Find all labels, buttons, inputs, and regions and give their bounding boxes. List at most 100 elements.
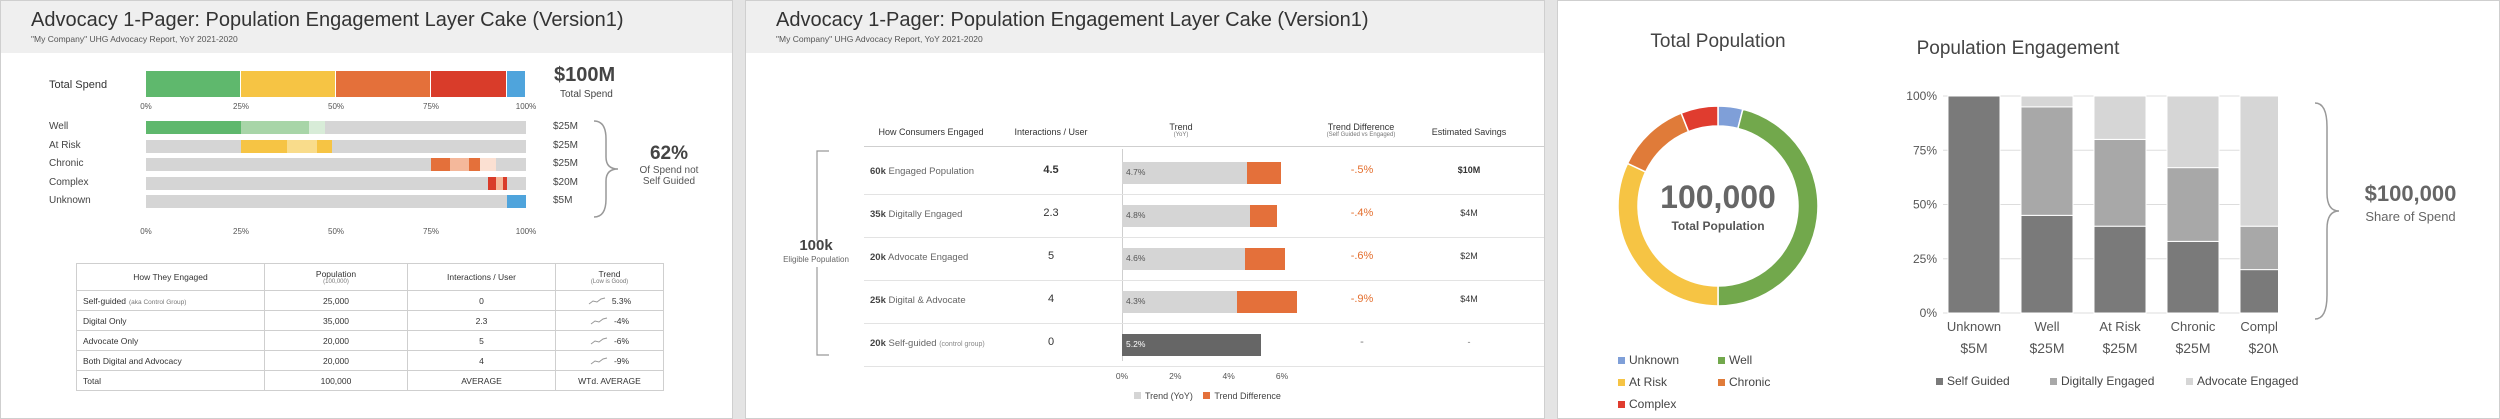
trend-difference-bar xyxy=(1244,248,1285,270)
bar-chronic-advocate-engaged xyxy=(2166,95,2220,169)
row-segment xyxy=(488,176,496,190)
panel1-subtitle: "My Company" UHG Advocacy Report, YoY 20… xyxy=(31,34,238,44)
col-how: How Consumers Engaged xyxy=(878,127,984,137)
cell-population: 100,000 xyxy=(264,370,408,391)
axis-tick: 25% xyxy=(232,102,250,111)
row-label: Engaged Population xyxy=(888,166,975,177)
trend-bar-label: 4.3% xyxy=(1126,296,1146,306)
row-name: 25k Digital & Advocate xyxy=(870,295,966,306)
axis-tick: 0% xyxy=(140,102,152,111)
trend-legend: Trend (YoY) Trend Difference xyxy=(1134,391,1281,401)
total-spend-value: $100M xyxy=(554,64,616,86)
donut-title: Total Population xyxy=(1650,31,1786,52)
total-segment-at-risk xyxy=(241,71,336,97)
bar-well-digitally-engaged xyxy=(2020,106,2074,216)
row-count: 35k xyxy=(870,209,886,220)
callout-line1: Of Spend not xyxy=(639,165,699,176)
col-trend: Trend (YoY) xyxy=(1169,122,1193,138)
cell-how-name: Advocate Only xyxy=(83,335,139,346)
legend-swatch xyxy=(2050,378,2057,385)
axis-tick: 0% xyxy=(140,227,152,236)
cell-trend: 5.3% xyxy=(555,290,664,311)
th-how: How They Engaged xyxy=(76,263,265,291)
row-value: $25M xyxy=(553,139,579,151)
total-segment-complex xyxy=(431,71,507,97)
trend-axis-tick: 2% xyxy=(1169,371,1182,381)
bar-complex-advocate-engaged xyxy=(2239,95,2278,227)
trend-bar: 4.7% xyxy=(1122,162,1248,184)
row-segment xyxy=(480,158,496,171)
trend-bar: 5.2% xyxy=(1122,334,1261,356)
x-category-value: $25M xyxy=(2029,340,2064,356)
bar-at-risk-advocate-engaged xyxy=(2093,95,2147,140)
total-population-donut xyxy=(1617,105,1819,307)
stacked-title: Population Engagement xyxy=(1916,38,2120,59)
stacked-legend-advocate-engaged: Advocate Engaged xyxy=(2186,374,2298,388)
cell-how-name: Self-guided xyxy=(83,295,127,306)
row-segment xyxy=(317,139,333,153)
callout-percent: 62% xyxy=(649,143,689,164)
cell-population: 20,000 xyxy=(264,330,408,351)
legend-swatch xyxy=(1618,401,1625,408)
population-engagement-chart: 0% 25% 50% 75% 100% Unknown $5M Well $25M At Risk… xyxy=(1906,89,2278,356)
total-spend-bar xyxy=(146,71,526,97)
x-category-label: Well xyxy=(2034,319,2059,334)
th-trend: Trend (Low is Good) xyxy=(555,263,664,291)
panel2-title: Advocacy 1-Pager: Population Engagement … xyxy=(776,9,1369,31)
panel1-title: Advocacy 1-Pager: Population Engagement … xyxy=(31,9,624,31)
donut-legend-well: Well xyxy=(1718,353,1752,367)
trend-sparkline-icon xyxy=(588,297,605,305)
bar-chronic-digitally-engaged xyxy=(2166,167,2220,242)
table-row: Digital Only 35,000 2.3 -4% xyxy=(76,310,664,331)
legend-text: Complex xyxy=(1629,397,1677,411)
share-brace xyxy=(2314,102,2340,320)
bar-complex-self-guided xyxy=(2239,269,2278,314)
y-tick: 25% xyxy=(1913,252,1937,266)
legend-swatch xyxy=(1618,379,1625,386)
row-value: $20M xyxy=(553,176,579,188)
row-value: $25M xyxy=(553,121,579,132)
legend-swatch xyxy=(1718,357,1725,364)
axis-tick: 75% xyxy=(422,102,440,111)
table-row: Both Digital and Advocacy 20,000 4 -9% xyxy=(76,350,664,371)
row-segment xyxy=(469,158,481,171)
cell-population: 35,000 xyxy=(264,310,408,331)
cell-how: Both Digital and Advocacy xyxy=(76,350,265,371)
legend-text: Chronic xyxy=(1729,375,1771,389)
engagement-row: 20k Advocate Engaged 5 4.6% -.6% $2M xyxy=(864,237,1544,281)
row-segment xyxy=(241,121,310,134)
row-value: $5M xyxy=(553,195,573,206)
y-tick: 50% xyxy=(1913,198,1937,212)
total-segment-well xyxy=(146,71,241,97)
legend-text: Unknown xyxy=(1629,353,1680,367)
x-category-value: $20M xyxy=(2248,340,2278,356)
cell-interactions: 4 xyxy=(407,350,556,371)
cell-trend: -6% xyxy=(555,330,664,351)
row-segment xyxy=(503,176,507,190)
cell-trend: -9% xyxy=(555,350,664,371)
row-savings: - xyxy=(1467,337,1471,347)
row-value: $25M xyxy=(553,158,579,169)
axis-tick: 50% xyxy=(327,227,345,236)
row-trend-difference: -.5% xyxy=(1350,164,1374,176)
row-name: 20k Advocate Engaged xyxy=(870,252,968,263)
header-divider xyxy=(864,146,1544,147)
row-note: (control group) xyxy=(939,341,985,348)
row-label: Digital & Advocate xyxy=(888,295,966,306)
row-segment xyxy=(309,121,325,134)
trend-sparkline-icon xyxy=(590,337,608,345)
row-label: Self-guided xyxy=(888,338,937,349)
row-segment xyxy=(286,139,317,153)
row-savings: $4M xyxy=(1460,208,1478,218)
legend-text: Digitally Engaged xyxy=(2061,374,2155,388)
table-row: Self-guided (aka Control Group) 25,000 0 5.3… xyxy=(76,290,664,311)
trend-axis-tick: 0% xyxy=(1115,371,1129,381)
x-category-label: Chronic xyxy=(2171,319,2216,334)
row-segment xyxy=(431,158,450,171)
bar-unknown-self-guided xyxy=(1947,95,2001,314)
legend-text: Advocate Engaged xyxy=(2197,374,2299,388)
bar-at-risk-digitally-engaged xyxy=(2093,138,2147,227)
trend-bar: 4.6% xyxy=(1122,248,1245,270)
panel-population: Total Population 100,000 Total Populatio… xyxy=(1557,0,2500,419)
eligible-bracket xyxy=(816,150,829,356)
